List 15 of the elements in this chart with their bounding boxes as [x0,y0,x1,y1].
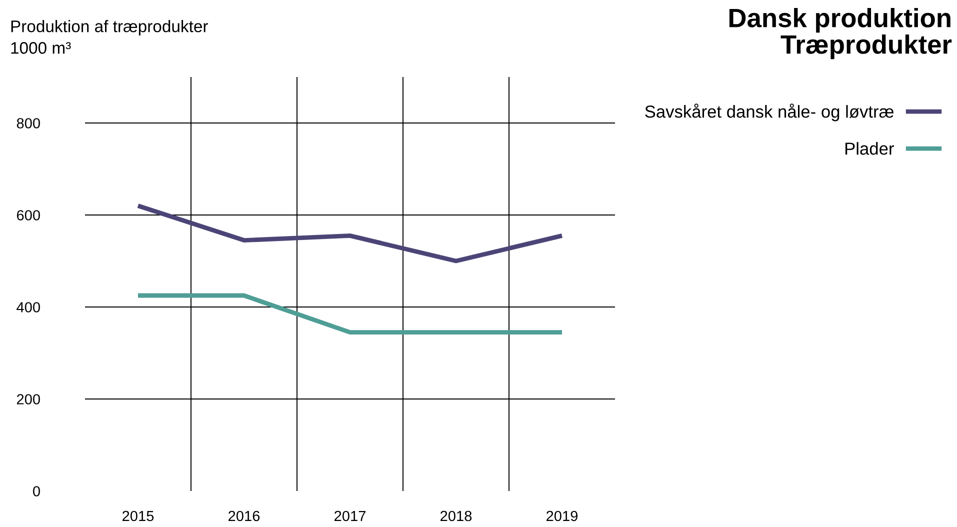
y-axis-title: Produktion af træprodukter 1000 m³ [11,20,208,54]
x-tick-label: 2017 [334,510,366,522]
y-tick-label: 800 [16,118,40,128]
y-tick-label: 400 [16,302,40,312]
y-tick-label: 0 [33,486,40,496]
legend-label: Savskåret dansk nåle- og løvtræ [645,104,894,122]
text: Dansk produktion Træprodukter [729,8,952,60]
x-tick-label: 2019 [546,510,578,522]
y-tick-label: 200 [16,394,40,404]
line-series [136,204,564,264]
y-tick-label: 600 [16,210,40,220]
x-tick-label: 2015 [122,510,154,522]
legend-label: Plader [845,142,894,155]
x-tick-label: 2016 [228,510,260,522]
x-tick-label: 2018 [440,510,472,522]
